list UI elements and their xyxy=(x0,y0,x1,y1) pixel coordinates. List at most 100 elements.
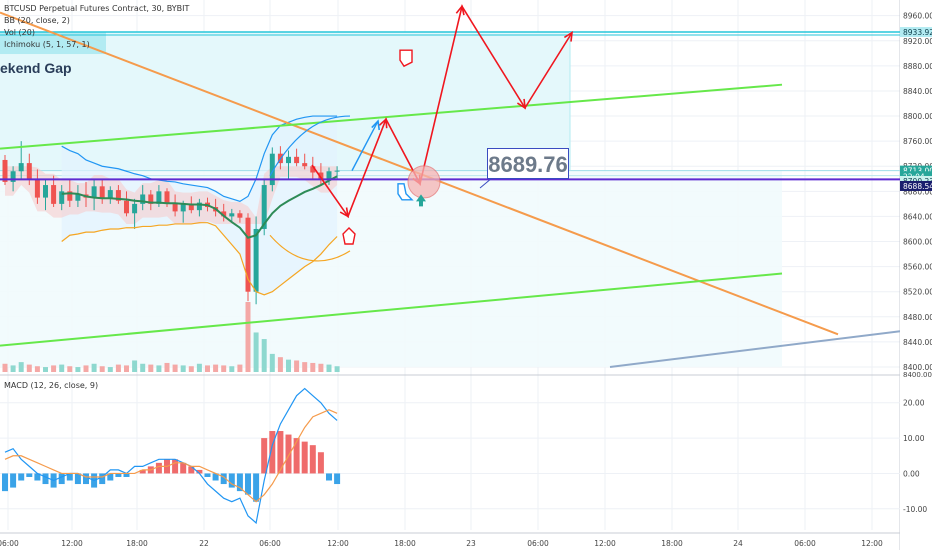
grey-trendline xyxy=(609,330,901,368)
candle-body xyxy=(269,153,275,186)
trend-drawings[interactable] xyxy=(0,4,901,368)
volume-bar xyxy=(334,366,340,372)
candle-body xyxy=(43,185,48,198)
time-tick-label: 06:00 xyxy=(794,539,816,548)
gap-label-bg xyxy=(0,32,106,55)
volume-bar xyxy=(67,366,73,372)
price-tick-label: 8840.00 xyxy=(903,87,932,96)
blue-arrow xyxy=(351,120,379,171)
volume-bar xyxy=(91,363,97,372)
macd-histogram-bar xyxy=(236,473,243,492)
macd-histogram-bar xyxy=(261,438,268,474)
red-arrowhead xyxy=(455,4,465,16)
macd-legend[interactable]: MACD (12, 26, close, 9) xyxy=(4,381,99,390)
volume-bar xyxy=(51,365,57,372)
volume-bar xyxy=(2,363,8,372)
ichimoku-cloud xyxy=(5,166,338,224)
volume-bar xyxy=(237,364,243,372)
vol-legend[interactable]: Vol (20) xyxy=(4,28,35,37)
volume-bar xyxy=(107,367,113,372)
volume-bar xyxy=(10,365,16,372)
volume-bar xyxy=(277,357,283,372)
time-tick-label: 12:00 xyxy=(61,539,83,548)
macd-histogram-bar xyxy=(326,473,332,481)
macd-histogram-bar xyxy=(180,462,187,474)
hand-pointer-icon xyxy=(399,49,413,68)
candle-body xyxy=(10,171,16,182)
time-axis[interactable]: 06:00 12:00 18:00 22 06:00 12:00 18:00 23 06:00 1… xyxy=(0,539,883,548)
macd-histogram-bar xyxy=(245,473,251,495)
candle-body xyxy=(326,171,332,179)
weekend-gap-label: ekend Gap xyxy=(0,60,72,76)
price-callout[interactable]: 8689.76 xyxy=(487,148,569,179)
macd-tick-label: 0.00 xyxy=(903,469,920,478)
volume-bar xyxy=(221,365,227,372)
volume-bar xyxy=(196,363,202,372)
candle-body xyxy=(51,185,57,204)
candle-body xyxy=(164,191,170,203)
candle-body xyxy=(67,191,73,201)
macd-histogram-bar xyxy=(42,473,49,485)
candle-body xyxy=(261,185,267,229)
macd-histogram-bar xyxy=(107,473,114,481)
macd-histogram-bar xyxy=(155,462,162,474)
candle-body xyxy=(107,190,113,199)
candle-body xyxy=(237,213,243,218)
macd-histogram-bar xyxy=(228,473,235,488)
symbol-legend[interactable]: BTCUSD Perpetual Futures Contract, 30, B… xyxy=(4,4,190,13)
price-tick-label: 8440.00 xyxy=(903,338,932,347)
volume-bar xyxy=(302,362,308,372)
volume-bar xyxy=(172,364,178,372)
candle-body xyxy=(180,203,186,212)
macd-histogram-bar xyxy=(123,473,130,477)
candle-body xyxy=(318,172,324,179)
price-badge-label: 8713.00 xyxy=(903,167,932,176)
macd-histogram-bar xyxy=(269,431,276,474)
candle-body xyxy=(188,203,194,211)
volume-bar xyxy=(188,366,194,372)
cloud-band xyxy=(5,166,338,224)
volume-bar xyxy=(294,360,300,372)
hand-pointer-icon xyxy=(342,227,356,245)
bb-legend[interactable]: BB (20, close, 2) xyxy=(4,16,70,25)
candle-body xyxy=(172,202,178,212)
price-tick-label: 8640.00 xyxy=(903,212,932,221)
volume-bar xyxy=(310,362,316,372)
candle-body xyxy=(310,166,316,173)
candle-body xyxy=(34,178,40,198)
macd-histogram-bar xyxy=(317,452,324,474)
ichimoku-legend[interactable]: Ichimoku (5, 1, 57, 1) xyxy=(4,40,90,49)
macd-histogram-bar xyxy=(18,473,25,481)
volume-bar xyxy=(318,363,324,372)
volume-bar xyxy=(269,353,275,372)
candle-body xyxy=(253,228,259,292)
candle-body xyxy=(294,156,300,164)
volume-bar xyxy=(140,363,146,372)
time-tick-label: 22 xyxy=(199,539,209,548)
price-axis[interactable]: 8960.00 8920.00 8880.00 8840.00 8800.00 8760.… xyxy=(900,0,932,550)
volume-bar xyxy=(245,302,251,372)
macd-histogram-bar xyxy=(99,473,106,485)
time-tick-label: 18:00 xyxy=(661,539,683,548)
volume-bar xyxy=(148,364,154,372)
macd-histogram-bar xyxy=(253,473,260,502)
bb-projection xyxy=(269,115,351,176)
candle-body xyxy=(75,194,81,201)
volume-bar xyxy=(34,366,40,372)
bb-upper-line xyxy=(61,115,338,203)
price-badge xyxy=(900,27,932,38)
time-tick-label: 06:00 xyxy=(527,539,549,548)
green-channel-bottom xyxy=(0,272,783,347)
volume-bar xyxy=(43,367,48,372)
candle-body xyxy=(286,156,291,164)
macd-histogram-bar xyxy=(309,445,316,474)
macd-histogram-bar xyxy=(26,473,33,477)
macd-histogram-bar xyxy=(139,469,146,474)
volume-bar xyxy=(286,359,291,372)
macd-histogram-bar xyxy=(204,473,211,477)
time-tick-label: 06:00 xyxy=(259,539,281,548)
price-tick-label: 8800.00 xyxy=(903,112,932,121)
volume-bar xyxy=(132,360,138,372)
candle-body xyxy=(132,203,138,214)
